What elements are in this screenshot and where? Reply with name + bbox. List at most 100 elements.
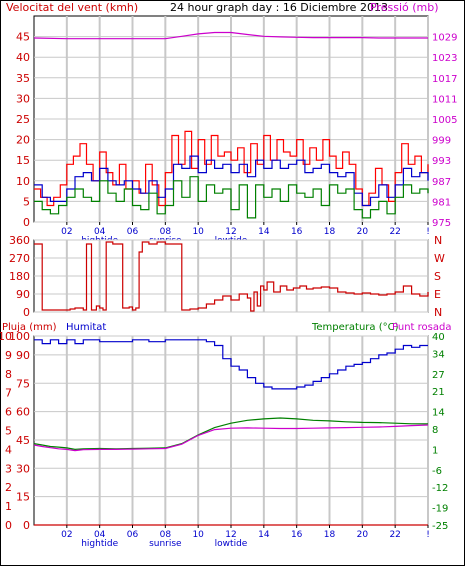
wind-series-average [34,155,429,207]
direction-left-y-tick-label: 90 [16,288,30,301]
wind-left-y-tick-label: 0 [23,216,30,229]
rain-left-y-tick-label: 4 [5,443,12,456]
temp-x-tick-label: 14 [258,530,270,540]
temp-right-y-tick-label: 8 [432,425,438,436]
temp-x-tick-label: ! [426,530,430,540]
humidity-y-tick-label: 0 [23,519,30,532]
pressure-right-y-tick-label: 981 [432,197,451,208]
direction-compass-label: E [434,288,441,301]
pressure-right-y-tick-label: 1011 [432,94,457,105]
temp-x-tick-label: 16 [291,530,303,540]
rain-left-y-tick-label: 2 [5,481,12,494]
pressure-right-y-tick-label: 1005 [432,115,457,126]
wind-left-y-tick-label: 25 [16,113,30,126]
wind-left-y-tick-label: 15 [16,154,30,167]
temp-x-tick-label: 04 [94,530,106,540]
pressure-right-y-tick-label: 1023 [432,53,457,64]
wind-x-tick-label: 04 [94,227,106,237]
temp-series-temperature [33,417,428,451]
temperature-humidity-panel: Pluja (mm) Humitat Temperatura (°C) Punt… [0,322,451,549]
direction-left-y-tick-label: 270 [9,252,30,265]
wind-x-tick-label: ! [426,227,430,237]
humidity-y-tick-label: 100 [9,330,30,343]
wind-pressure-panel: Velocitat del vent (kmh) 24 hour graph d… [6,1,457,246]
rain-left-y-tick-label: 3 [5,462,12,475]
rain-left-y-tick-label: 8 [5,368,12,381]
wind-x-tick-label: 16 [291,227,303,237]
temp-x-tick-label: 18 [324,530,336,540]
humidity-title: Humitat [66,322,106,333]
wind-left-y-tick-label: 40 [16,51,30,64]
temp-right-y-tick-label: -12 [432,483,448,494]
pressure-right-y-tick-label: 999 [432,136,451,147]
pressure-right-y-tick-label: 1029 [432,33,457,44]
wind-left-y-tick-label: 5 [23,195,30,208]
temp-right-y-tick-label: 27 [432,370,445,381]
wind-right-title: Pressió (mb) [370,1,439,14]
humidity-y-tick-label: 15 [16,491,30,504]
temp-annotation-sunrise: sunrise [149,539,182,549]
temp-x-tick-label: 10 [192,530,204,540]
wind-x-tick-label: 02 [61,227,72,237]
direction-compass-label: N [434,306,442,319]
humidity-y-tick-label: 60 [16,406,30,419]
dew-point-title: Punt rosada [392,322,451,333]
temp-series-humidity [34,339,428,390]
direction-compass-label: W [434,252,445,265]
wind-series-pressure [33,31,428,40]
wind-x-tick-label: 18 [324,227,336,237]
rain-left-y-tick-label: 0 [5,519,12,532]
temp-right-y-tick-label: 14 [432,408,445,419]
temp-right-y-tick-label: 34 [432,349,445,360]
wind-left-y-tick-label: 10 [16,175,30,188]
temp-x-tick-label: 22 [389,530,400,540]
direction-left-y-tick-label: 0 [23,306,30,319]
humidity-y-tick-label: 75 [16,377,30,390]
wind-x-tick-label: 08 [160,227,172,237]
rain-left-y-tick-label: 9 [5,349,12,362]
temp-series-dew-point [33,424,429,452]
temp-right-y-tick-label: 40 [432,332,445,343]
direction-left-y-tick-label: 180 [9,270,30,283]
wind-left-y-tick-label: 30 [16,92,30,105]
rain-left-y-tick-label: 5 [5,425,12,438]
wind-chart-title: 24 hour graph day : 16 Diciembre 2013 [170,1,388,14]
temp-x-tick-label: 02 [61,530,72,540]
direction-series-wind-direction [34,241,429,312]
humidity-y-tick-label: 45 [16,434,30,447]
rain-left-y-tick-label: 7 [5,387,12,400]
wind-x-tick-label: 10 [192,227,204,237]
temp-right-y-tick-label: 1 [432,445,438,456]
wind-x-tick-label: 12 [225,227,236,237]
pressure-right-y-tick-label: 975 [432,218,451,229]
wind-x-tick-label: 20 [357,227,369,237]
pressure-right-y-tick-label: 993 [432,156,451,167]
wind-left-y-tick-label: 45 [16,31,30,44]
temp-right-y-tick-label: -6 [432,466,442,477]
wind-left-y-tick-label: 35 [16,72,30,85]
wind-left-y-tick-label: 20 [16,134,30,147]
humidity-y-tick-label: 90 [16,349,30,362]
temp-annotation-lowtide: lowtide [215,539,248,549]
temp-x-tick-label: 20 [357,530,369,540]
wind-x-tick-label: 14 [258,227,270,237]
temp-x-tick-label: 08 [160,530,172,540]
wind-x-tick-label: 06 [127,227,139,237]
pressure-right-y-tick-label: 1017 [432,74,457,85]
temp-x-tick-label: 06 [127,530,139,540]
temperature-title: Temperatura (°C) [311,322,399,333]
rain-left-y-tick-label: 6 [5,406,12,419]
rain-left-y-tick-label: 10 [0,330,12,343]
rain-left-y-tick-label: 1 [5,500,12,513]
pressure-right-y-tick-label: 987 [432,177,451,188]
direction-left-y-tick-label: 360 [9,234,30,247]
direction-compass-label: N [434,234,442,247]
wind-left-title: Velocitat del vent (kmh) [6,1,138,14]
temp-right-y-tick-label: -25 [432,521,448,532]
temp-right-y-tick-label: 21 [432,387,445,398]
wind-x-tick-label: 22 [389,227,400,237]
rain-title: Pluja (mm) [2,322,57,333]
